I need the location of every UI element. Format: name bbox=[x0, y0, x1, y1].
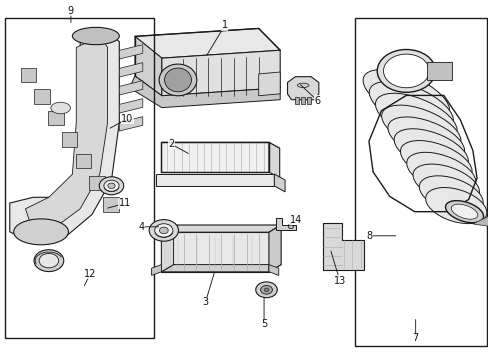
Polygon shape bbox=[61, 132, 77, 147]
Ellipse shape bbox=[51, 102, 70, 114]
Ellipse shape bbox=[164, 68, 191, 92]
Polygon shape bbox=[268, 265, 278, 275]
Ellipse shape bbox=[400, 140, 471, 183]
Polygon shape bbox=[427, 62, 451, 80]
Polygon shape bbox=[268, 142, 279, 178]
Polygon shape bbox=[102, 197, 118, 212]
Polygon shape bbox=[151, 265, 161, 275]
Polygon shape bbox=[34, 89, 50, 104]
Ellipse shape bbox=[418, 176, 482, 213]
Polygon shape bbox=[161, 232, 268, 272]
Circle shape bbox=[383, 54, 428, 88]
Circle shape bbox=[255, 282, 277, 298]
Ellipse shape bbox=[450, 204, 477, 219]
Ellipse shape bbox=[381, 105, 460, 152]
Text: 1: 1 bbox=[222, 20, 227, 30]
Circle shape bbox=[260, 285, 272, 294]
Polygon shape bbox=[306, 97, 310, 104]
Circle shape bbox=[104, 180, 119, 192]
Polygon shape bbox=[161, 225, 281, 232]
Polygon shape bbox=[323, 223, 364, 270]
Polygon shape bbox=[161, 142, 279, 148]
Ellipse shape bbox=[362, 69, 449, 121]
Polygon shape bbox=[119, 81, 142, 95]
Polygon shape bbox=[135, 36, 162, 96]
Circle shape bbox=[34, 250, 63, 271]
Polygon shape bbox=[276, 218, 295, 230]
Polygon shape bbox=[135, 28, 280, 58]
Polygon shape bbox=[10, 30, 119, 243]
Polygon shape bbox=[89, 176, 104, 190]
Polygon shape bbox=[119, 45, 142, 59]
Circle shape bbox=[154, 224, 173, 237]
Ellipse shape bbox=[425, 188, 486, 224]
Circle shape bbox=[107, 183, 115, 188]
Polygon shape bbox=[258, 72, 280, 96]
Polygon shape bbox=[119, 117, 142, 131]
Polygon shape bbox=[472, 209, 488, 227]
Ellipse shape bbox=[14, 219, 68, 245]
Text: 6: 6 bbox=[314, 96, 320, 106]
Text: 3: 3 bbox=[202, 297, 208, 307]
Polygon shape bbox=[295, 97, 299, 104]
Polygon shape bbox=[75, 154, 91, 168]
Text: 7: 7 bbox=[412, 333, 418, 343]
Ellipse shape bbox=[393, 129, 468, 172]
Polygon shape bbox=[156, 174, 274, 186]
Polygon shape bbox=[268, 225, 281, 272]
Polygon shape bbox=[287, 77, 318, 100]
Ellipse shape bbox=[412, 164, 479, 203]
Polygon shape bbox=[48, 111, 63, 125]
Polygon shape bbox=[274, 174, 285, 192]
Polygon shape bbox=[161, 142, 268, 172]
Polygon shape bbox=[119, 99, 142, 113]
Text: 5: 5 bbox=[261, 319, 266, 329]
Circle shape bbox=[149, 220, 178, 241]
Circle shape bbox=[288, 225, 293, 229]
Ellipse shape bbox=[445, 201, 483, 223]
Text: 10: 10 bbox=[121, 114, 133, 124]
Text: 11: 11 bbox=[118, 198, 131, 208]
Ellipse shape bbox=[375, 93, 456, 141]
Text: 2: 2 bbox=[168, 139, 174, 149]
Ellipse shape bbox=[159, 64, 196, 96]
Circle shape bbox=[99, 177, 123, 195]
Polygon shape bbox=[119, 63, 142, 77]
Circle shape bbox=[159, 227, 168, 234]
Circle shape bbox=[264, 288, 268, 292]
Bar bbox=[5, 18, 154, 338]
Ellipse shape bbox=[387, 117, 464, 162]
Ellipse shape bbox=[406, 152, 475, 193]
Polygon shape bbox=[301, 97, 305, 104]
Ellipse shape bbox=[297, 83, 308, 87]
Text: 8: 8 bbox=[366, 231, 372, 241]
Ellipse shape bbox=[72, 27, 119, 45]
Polygon shape bbox=[161, 265, 281, 272]
Circle shape bbox=[39, 253, 59, 268]
Text: 12: 12 bbox=[84, 269, 97, 279]
Polygon shape bbox=[25, 36, 107, 232]
Polygon shape bbox=[162, 50, 280, 96]
Bar bbox=[354, 18, 486, 346]
Ellipse shape bbox=[368, 81, 452, 131]
Text: 9: 9 bbox=[68, 6, 74, 16]
Polygon shape bbox=[129, 76, 280, 108]
Text: 4: 4 bbox=[139, 222, 144, 232]
Circle shape bbox=[376, 49, 434, 93]
Polygon shape bbox=[161, 225, 173, 272]
Polygon shape bbox=[20, 68, 36, 82]
Text: 14: 14 bbox=[289, 215, 302, 225]
Text: 13: 13 bbox=[333, 276, 346, 286]
